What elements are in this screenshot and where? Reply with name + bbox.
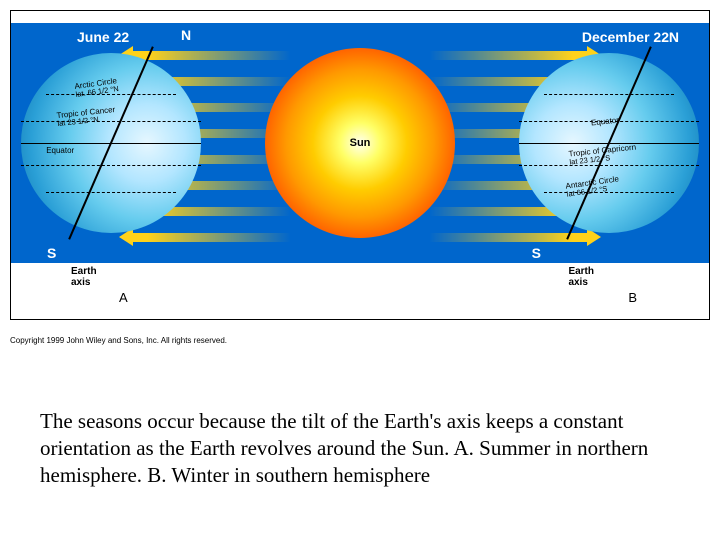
equator-line <box>519 143 699 144</box>
south-pole-label-left: S <box>47 245 56 261</box>
figure-caption: The seasons occur because the tilt of th… <box>40 408 680 489</box>
tropic-capricorn-line <box>21 165 201 166</box>
south-pole-label-right: S <box>532 245 541 261</box>
equator-line <box>21 143 201 144</box>
seasons-diagram: Sun Arctic Circle lat. 66 1/2 °N Tropic … <box>10 10 710 320</box>
sun-label: Sun <box>350 137 371 149</box>
panel-b-label: B <box>628 290 637 305</box>
north-pole-label-left: N <box>181 27 191 43</box>
date-december: December 22 <box>582 29 669 45</box>
equator-label: Equator <box>46 147 74 155</box>
axis-caption-right: Earthaxis <box>568 267 594 288</box>
antarctic-circle-line <box>46 192 176 193</box>
arctic-label: Arctic Circle lat. 66 1/2 °N <box>74 77 119 100</box>
arctic-circle-line <box>544 94 674 95</box>
sky-band: Sun Arctic Circle lat. 66 1/2 °N Tropic … <box>11 23 709 263</box>
antarctic-label: Antarctic Circle lat 66 1/2 °S <box>565 175 621 199</box>
tropic-capricorn-line <box>519 165 699 166</box>
sun-ray-right <box>429 233 589 242</box>
earth-june: Arctic Circle lat. 66 1/2 °N Tropic of C… <box>21 53 201 233</box>
capricorn-label: Tropic of Capricorn lat 23 1/2 °S <box>569 143 638 167</box>
sun-ray-left <box>131 233 291 242</box>
sun-ray-right <box>429 51 589 60</box>
date-june: June 22 <box>77 29 129 45</box>
panel-a-label: A <box>119 290 128 305</box>
axis-caption-left: Earthaxis <box>71 267 97 288</box>
north-pole-label-right: N <box>669 29 679 45</box>
sun: Sun <box>265 48 455 238</box>
copyright-text: Copyright 1999 John Wiley and Sons, Inc.… <box>10 336 227 345</box>
cancer-label: Tropic of Cancer lat 23 1/2 °N <box>56 106 116 129</box>
earth-december: Equator Tropic of Capricorn lat 23 1/2 °… <box>519 53 699 233</box>
sun-ray-left <box>131 51 291 60</box>
